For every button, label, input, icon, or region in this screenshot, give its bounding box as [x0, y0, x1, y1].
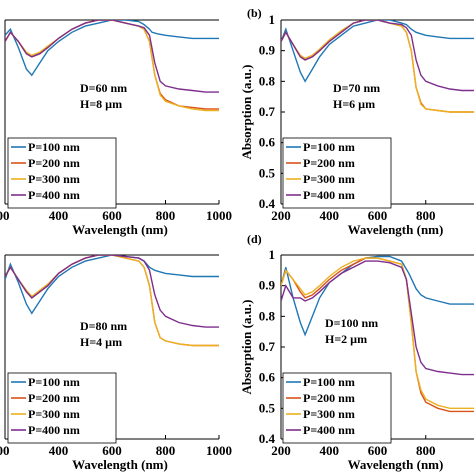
y-tick-label: 0.4 [259, 196, 276, 211]
x-tick-label: 1000 [206, 208, 232, 223]
series-line-p-200-nm [281, 20, 474, 113]
annotation-text: H=8 µm [80, 97, 122, 111]
legend-label: P=300 nm [303, 407, 355, 421]
legend-label: P=100 nm [303, 375, 355, 389]
panel-label: (b) [247, 6, 262, 20]
x-tick-label: 800 [156, 443, 176, 458]
series-line-p-300-nm [281, 257, 474, 409]
legend-box [282, 137, 392, 209]
y-tick-label: 0.4 [259, 431, 276, 446]
legend-label: P=100 nm [28, 140, 80, 154]
y-tick-label: 1 [269, 247, 276, 262]
y-tick-label: 0.7 [259, 104, 276, 119]
legend-label: P=200 nm [303, 391, 355, 405]
y-tick-label: 1 [269, 12, 276, 27]
y-axis-label: Absorption (a.u.) [239, 65, 254, 160]
legend-label: P=100 nm [303, 140, 355, 154]
x-tick-label: 400 [320, 443, 340, 458]
legend-label: P=200 nm [303, 156, 355, 170]
legend-label: P=400 nm [28, 188, 80, 202]
x-tick-label: 200 [0, 443, 10, 458]
x-axis-label: Wavelength (nm) [72, 457, 168, 472]
annotation-text: D=80 nm [80, 319, 127, 333]
y-tick-label: 0.8 [259, 73, 276, 88]
series-line-p-300-nm [5, 255, 219, 347]
chart-panel-3: 200 400 600 800 1000 Wavelength (nm) D=80 nm H=… [0, 254, 232, 472]
legend-label: P=100 nm [28, 375, 80, 389]
series-group [5, 20, 219, 112]
series-line-p-400-nm [5, 255, 219, 328]
x-tick-label: 400 [49, 208, 69, 223]
legend-label: P=200 nm [28, 156, 80, 170]
x-tick-label: 200 [271, 208, 291, 223]
legend-box [282, 372, 392, 444]
annotation-text: D=100 nm [325, 316, 378, 330]
chart-panel-1: 200 400 600 800 1000 Wavelength (nm) D=60 nm H=… [0, 19, 232, 237]
y-tick-label: 0.5 [259, 165, 276, 180]
legend-box [7, 372, 117, 444]
series-line-p-100-nm [5, 20, 219, 77]
x-tick-label: 400 [49, 443, 69, 458]
legend-label: P=400 nm [28, 423, 80, 437]
series-line-p-100-nm [5, 255, 219, 315]
series-line-p-400-nm [5, 20, 219, 93]
series-group [5, 255, 219, 347]
y-tick-label: 0.9 [259, 43, 276, 58]
series-line-p-100-nm [281, 255, 474, 337]
series-line-p-300-nm [281, 20, 474, 113]
series-group [281, 20, 474, 113]
x-tick-label: 600 [368, 208, 388, 223]
annotation-text: H=2 µm [325, 332, 367, 346]
x-tick-label: 200 [271, 443, 291, 458]
y-axis-label: Absorption (a.u.) [239, 300, 254, 395]
x-tick-label: 800 [156, 208, 176, 223]
x-tick-label: 400 [320, 208, 340, 223]
x-axis-label: Wavelength (nm) [72, 222, 168, 237]
annotation-text: H=4 µm [80, 335, 122, 349]
series-line-p-400-nm [281, 260, 474, 376]
series-group [281, 255, 474, 413]
x-tick-label: 800 [416, 208, 436, 223]
x-axis-label: Wavelength (nm) [348, 457, 444, 472]
x-tick-label: 200 [0, 208, 10, 223]
x-tick-label: 600 [102, 208, 122, 223]
legend-label: P=200 nm [28, 391, 80, 405]
series-line-p-400-nm [281, 20, 474, 92]
legend-label: P=300 nm [303, 172, 355, 186]
y-tick-label: 0.6 [259, 370, 276, 385]
y-tick-label: 0.7 [259, 339, 276, 354]
legend-label: P=400 nm [303, 423, 355, 437]
legend-box [7, 137, 117, 209]
series-line-p-300-nm [5, 20, 219, 112]
legend-label: P=400 nm [303, 188, 355, 202]
y-tick-label: 0.6 [259, 135, 276, 150]
annotation-text: D=70 nm [333, 81, 380, 95]
legend-label: P=300 nm [28, 407, 80, 421]
y-tick-label: 0.5 [259, 400, 276, 415]
x-tick-label: 600 [102, 443, 122, 458]
y-tick-label: 0.9 [259, 278, 276, 293]
x-axis-label: Wavelength (nm) [348, 222, 444, 237]
x-tick-label: 800 [416, 443, 436, 458]
series-line-p-100-nm [281, 20, 474, 83]
x-tick-label: 600 [368, 443, 388, 458]
x-tick-label: 1000 [206, 443, 232, 458]
y-tick-label: 0.8 [259, 308, 276, 323]
annotation-text: D=60 nm [80, 81, 127, 95]
series-line-p-200-nm [5, 20, 219, 110]
panel-label: (d) [247, 232, 262, 246]
legend-label: P=300 nm [28, 172, 80, 186]
annotation-text: H=6 µm [333, 97, 375, 111]
